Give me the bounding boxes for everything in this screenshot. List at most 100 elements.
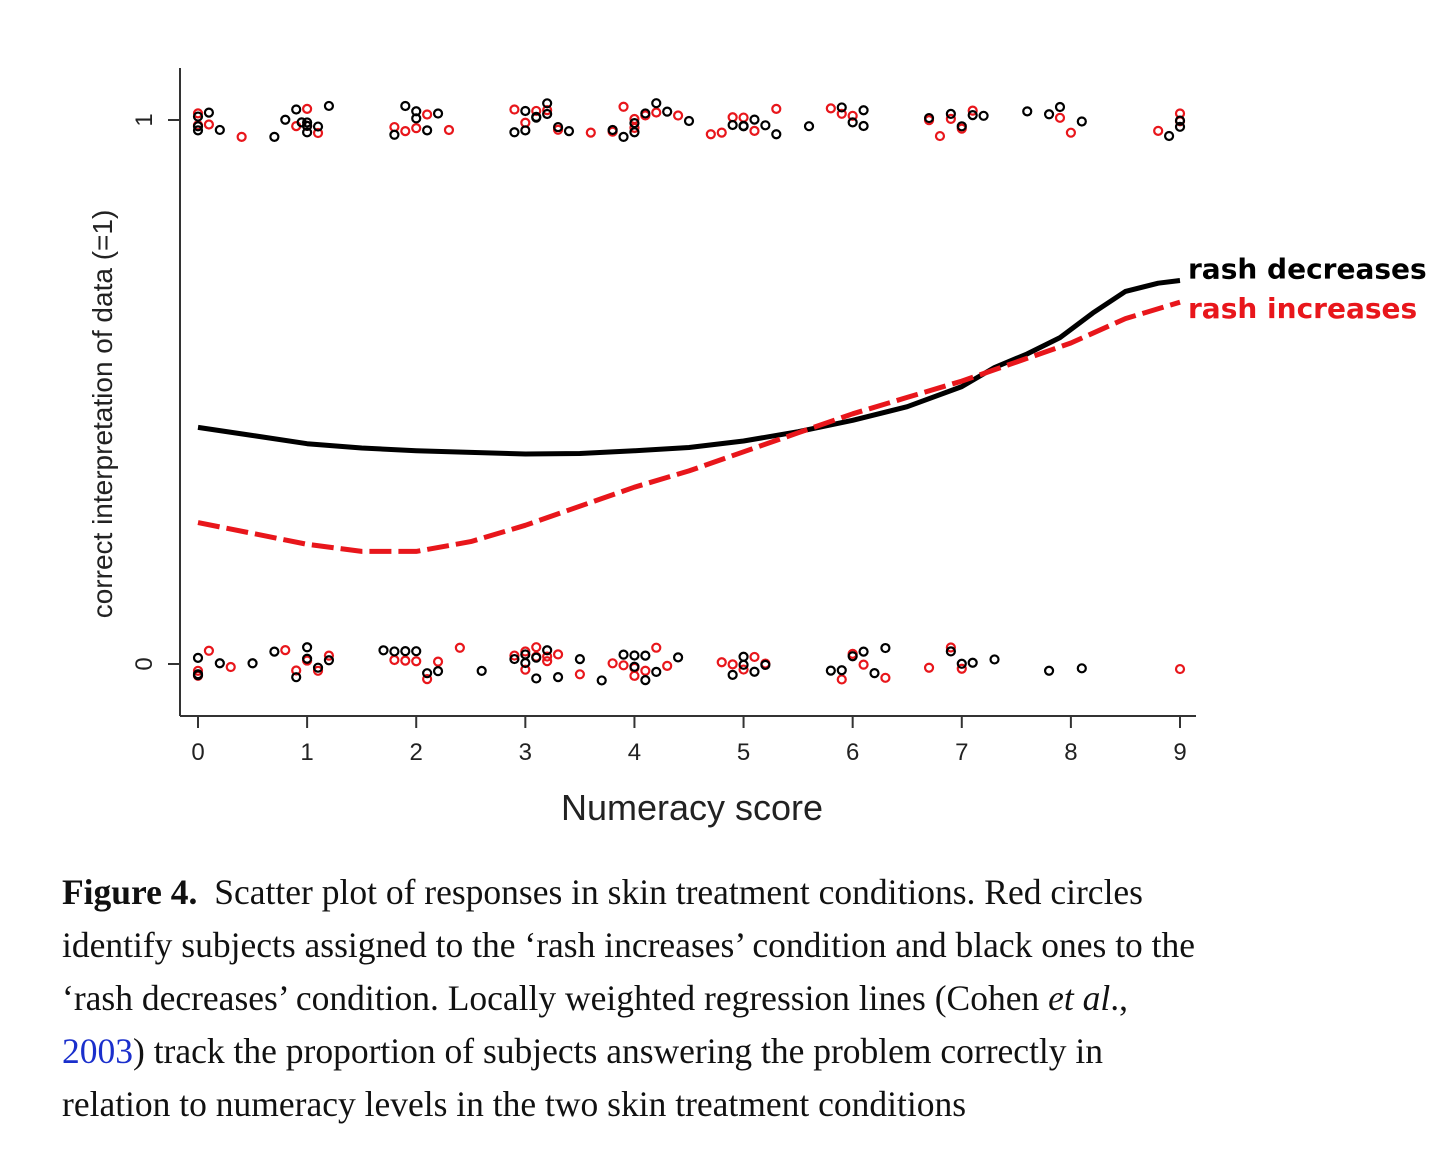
data-point-rash-decreases: [389, 646, 400, 657]
data-point-rash-decreases: [400, 100, 411, 112]
data-point-rash-decreases: [1043, 109, 1055, 120]
data-point-rash-increases: [923, 662, 935, 673]
data-point-rash-increases: [847, 110, 858, 121]
data-point-rash-decreases: [1174, 121, 1186, 132]
data-point-rash-increases: [967, 105, 978, 116]
data-point-rash-increases: [422, 673, 433, 685]
series-labels: rash decreases rash increases: [1188, 252, 1427, 325]
data-point-rash-increases: [411, 123, 422, 134]
data-point-rash-increases: [738, 112, 749, 123]
data-point-rash-decreases: [1174, 115, 1186, 126]
data-point-rash-decreases: [192, 125, 204, 136]
data-point-rash-increases: [411, 656, 422, 667]
data-point-rash-decreases: [302, 642, 313, 653]
figure-label: Figure 4.: [62, 872, 198, 912]
caption-text-1: Scatter plot of responses in skin treatm…: [214, 872, 1143, 912]
data-point-rash-decreases: [738, 651, 749, 662]
data-point-rash-increases: [389, 654, 400, 666]
data-point-rash-increases: [836, 674, 847, 685]
data-point-rash-decreases: [214, 658, 225, 669]
data-point-rash-decreases: [749, 114, 760, 125]
data-point-rash-increases: [945, 113, 956, 124]
rash-increases-regression-line: [197, 299, 1181, 554]
figure-caption: Figure 4. Scatter plot of responses in s…: [62, 866, 1452, 1131]
caption-line-1: Figure 4. Scatter plot of responses in s…: [62, 866, 1452, 919]
x-tick-label: 1: [300, 739, 313, 766]
data-point-rash-increases: [509, 104, 520, 115]
data-point-rash-decreases: [389, 129, 400, 140]
data-point-rash-decreases: [432, 108, 444, 119]
data-point-rash-decreases: [618, 131, 629, 143]
data-point-rash-increases: [574, 669, 585, 680]
data-point-rash-decreases: [542, 98, 553, 109]
citation-link[interactable]: 2003: [62, 1031, 133, 1071]
data-point-rash-decreases: [1076, 116, 1087, 127]
data-point-rash-decreases: [1043, 665, 1055, 676]
rash-decreases-label: rash decreases: [1188, 252, 1427, 285]
data-point-rash-decreases: [302, 117, 313, 128]
data-point-rash-increases: [400, 655, 411, 666]
data-point-rash-decreases: [552, 121, 564, 133]
data-point-rash-decreases: [803, 121, 815, 132]
data-point-rash-decreases: [651, 666, 662, 677]
data-point-rash-decreases: [923, 112, 935, 124]
data-point-rash-decreases: [291, 672, 302, 683]
data-point-rash-decreases: [509, 653, 520, 665]
data-point-rash-decreases: [312, 662, 324, 673]
data-point-rash-decreases: [542, 108, 553, 120]
caption-text-3a: ‘rash decreases’ condition. Locally weig…: [62, 978, 1049, 1018]
data-point-rash-decreases: [967, 657, 978, 668]
data-point-rash-decreases: [836, 102, 847, 113]
data-point-rash-decreases: [411, 646, 422, 657]
data-point-rash-decreases: [520, 125, 531, 136]
data-point-rash-decreases: [422, 668, 433, 679]
data-point-rash-decreases: [956, 121, 967, 132]
data-point-rash-increases: [662, 660, 673, 671]
data-point-rash-decreases: [978, 110, 989, 121]
data-point-rash-decreases: [771, 129, 782, 140]
data-point-rash-increases: [552, 649, 564, 660]
data-point-rash-increases: [1153, 125, 1164, 136]
data-point-rash-decreases: [531, 652, 542, 663]
data-point-rash-decreases: [847, 651, 858, 662]
data-point-rash-increases: [749, 125, 760, 136]
data-point-rash-increases: [1065, 127, 1076, 138]
data-point-rash-increases: [651, 107, 662, 118]
data-point-rash-increases: [192, 108, 204, 119]
data-point-rash-decreases: [302, 127, 313, 138]
axes: 0 1 2 3 4 5 6 7 8 9 0 1 Numeracy score correct interp…: [87, 68, 1196, 828]
data-point-rash-decreases: [520, 105, 531, 117]
data-point-rash-increases: [836, 108, 847, 119]
data-point-rash-decreases: [945, 646, 956, 657]
data-point-rash-decreases: [192, 121, 204, 132]
data-point-rash-decreases: [989, 654, 1000, 665]
data-point-rash-decreases: [738, 659, 749, 670]
data-point-rash-decreases: [1163, 130, 1175, 142]
x-tick-label: 8: [1064, 739, 1077, 766]
data-point-rash-decreases: [520, 657, 531, 669]
caption-line-3: ‘rash decreases’ condition. Locally weig…: [62, 972, 1452, 1025]
data-point-rash-increases: [934, 130, 946, 142]
data-point-rash-increases: [443, 124, 455, 136]
data-point-rash-increases: [323, 650, 335, 661]
data-point-rash-increases: [585, 127, 596, 138]
caption-line-2: identify subjects assigned to the ‘rash …: [62, 925, 1196, 965]
data-point-rash-increases: [672, 110, 684, 121]
data-point-rash-decreases: [727, 669, 738, 680]
rash-increases-label: rash increases: [1188, 292, 1417, 325]
data-point-rash-increases: [542, 651, 553, 662]
data-point-rash-increases: [738, 664, 749, 675]
x-tick-label: 0: [191, 739, 204, 766]
data-points: [192, 98, 1186, 686]
data-point-rash-decreases: [269, 131, 280, 142]
data-point-rash-decreases: [651, 98, 662, 109]
data-point-rash-increases: [618, 660, 629, 671]
data-point-rash-decreases: [760, 120, 771, 131]
data-point-rash-decreases: [280, 114, 291, 125]
data-point-rash-decreases: [956, 658, 967, 669]
caption-line-4: 2003) track the proportion of subjects a…: [62, 1025, 1452, 1078]
data-point-rash-increases: [192, 665, 204, 676]
data-point-rash-decreases: [509, 127, 520, 138]
data-point-rash-decreases: [563, 125, 575, 137]
